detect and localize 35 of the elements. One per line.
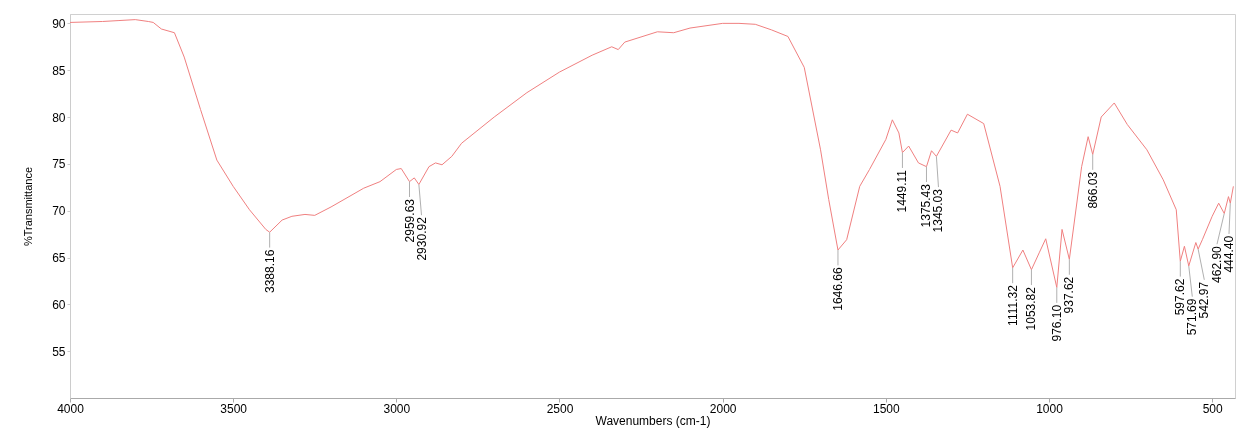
x-tick-label: 4000 (57, 401, 85, 416)
x-tick-label: 1000 (1036, 401, 1064, 416)
annotation: 462.90 (1210, 245, 1224, 283)
x-axis-title: Wavenumbers (cm-1) (595, 413, 711, 428)
y-tick-label: 85 (52, 63, 66, 78)
annotation: 1646.66 (830, 267, 845, 311)
x-tick-label: 1500 (872, 401, 900, 416)
x-tick-label: 3000 (383, 401, 411, 416)
annotation: 866.03 (1085, 171, 1100, 209)
y-tick-label: 65 (52, 251, 66, 266)
annotation: 2930.92 (414, 216, 429, 261)
annotation: 1053.82 (1024, 286, 1039, 331)
annotation: 1449.11 (895, 169, 910, 213)
annotation: 937.62 (1062, 276, 1077, 314)
annotation: 976.10 (1049, 304, 1064, 342)
y-tick-label: 75 (52, 157, 66, 172)
x-tick-label: 3500 (220, 401, 248, 416)
annotation: 1111.32 (1005, 284, 1020, 326)
y-axis-title: %Transmittance (22, 166, 35, 247)
y-tick-label: 70 (52, 204, 66, 219)
y-tick-label: 80 (52, 110, 66, 125)
annotation: 3388.16 (262, 249, 277, 293)
x-tick-label: 2000 (709, 401, 737, 416)
annotation: 1375.43 (919, 183, 934, 228)
annotation: 571.69 (1185, 298, 1200, 336)
y-tick-label: 90 (52, 16, 66, 31)
annotation: 1345.03 (931, 188, 946, 233)
x-tick-label: 500 (1202, 401, 1223, 416)
x-tick-label: 2500 (546, 401, 574, 416)
annotation: 597.62 (1173, 278, 1188, 316)
y-tick-label: 60 (52, 297, 66, 312)
annotation: 444.40 (1222, 235, 1236, 273)
annotation: 2959.63 (402, 198, 417, 243)
annotation: 542.97 (1197, 281, 1212, 319)
y-tick-label: 55 (52, 344, 66, 359)
